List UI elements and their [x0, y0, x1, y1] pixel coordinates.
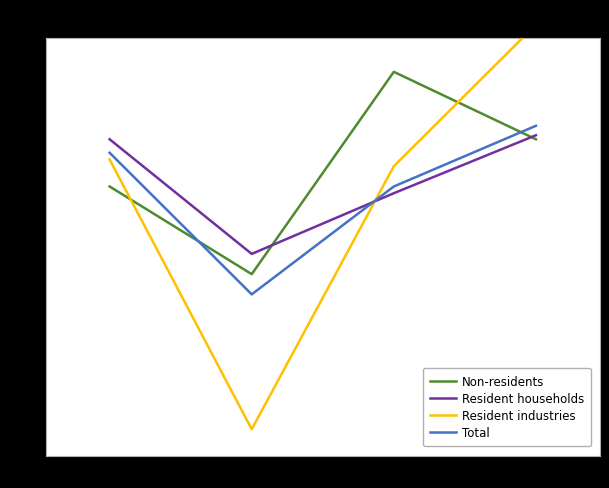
Legend: Non-residents, Resident households, Resident industries, Total: Non-residents, Resident households, Resi… — [423, 368, 591, 446]
